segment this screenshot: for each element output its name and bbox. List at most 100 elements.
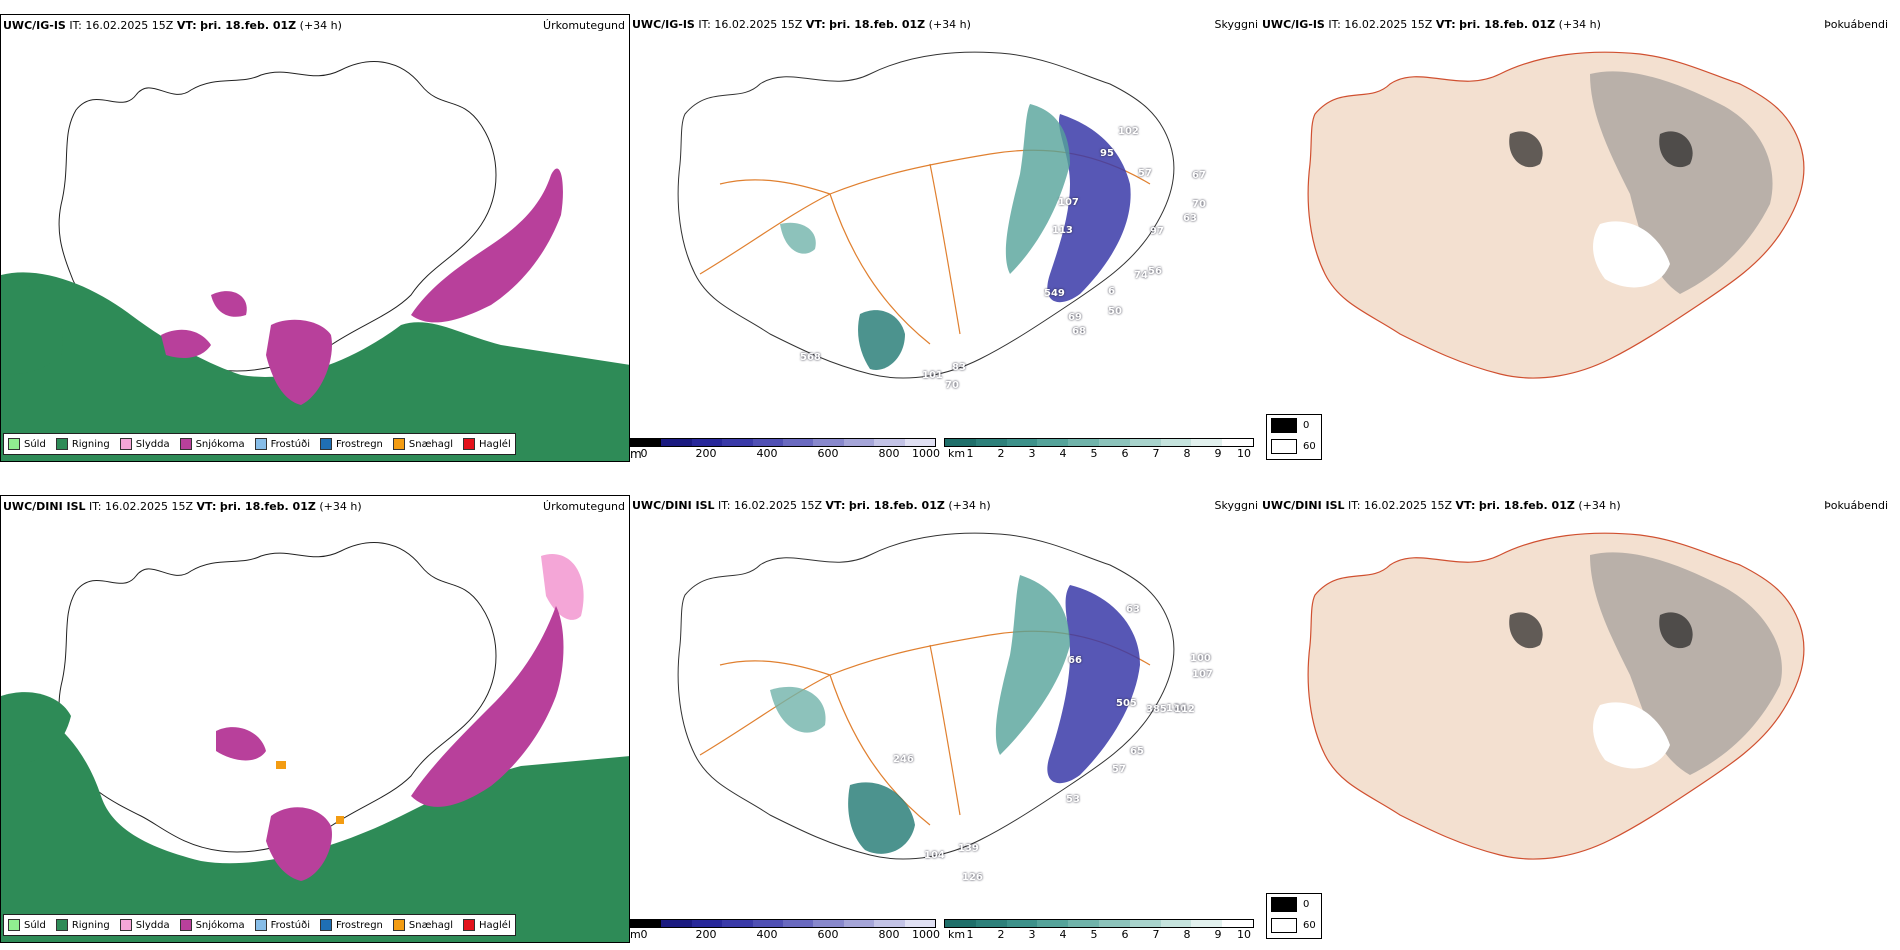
fog-dark-spots <box>1509 131 1693 168</box>
visibility-value-label: 126 <box>962 872 983 883</box>
panel-title: Skyggni <box>1214 18 1258 31</box>
legend-item: Snæhagl <box>392 438 453 450</box>
visibility-value-label: 385 <box>1146 704 1167 715</box>
fog-map-top <box>1307 51 1805 379</box>
visibility-value-label: 56 <box>1148 266 1162 277</box>
visibility-value-label: 65 <box>1130 746 1144 757</box>
visibility-value-label: 53 <box>1066 794 1080 805</box>
visibility-value-label: 50 <box>1108 306 1122 317</box>
visibility-map-top <box>677 51 1175 379</box>
visibility-value-label: 74 <box>1134 270 1148 281</box>
visibility-colorbar: km 1 2 3 4 5 6 7 8 9 10 <box>944 919 1254 942</box>
precip-legend: Súld Rigning Slydda Snjókoma Frostúði Fr… <box>3 914 516 936</box>
visibility-value-label: 70 <box>1192 199 1206 210</box>
iceland-coastline <box>58 542 497 853</box>
snow-area-w <box>216 727 266 761</box>
fog-legend-item: 0 <box>1267 894 1321 915</box>
low-vis-south <box>858 310 905 370</box>
panel-title: Þokuábendi <box>1824 18 1888 31</box>
snow-area-south <box>266 807 332 881</box>
visibility-value-label: 69 <box>1068 312 1082 323</box>
visibility-value-label: 136 <box>1166 703 1187 714</box>
legend-item: Frostregn <box>320 438 383 450</box>
low-vis-west <box>770 686 826 733</box>
cloudbase-colorbar: m 0 200 400 600 800 1000 <box>630 438 940 461</box>
visibility-value-label: 63 <box>1126 604 1140 615</box>
panel-title: Úrkomutegund <box>543 19 625 32</box>
panel-header: UWC/DINI ISL IT: 16.02.2025 15Z VT: þri.… <box>3 500 362 513</box>
cloudbase-colorbar: m 0 200 400 600 800 1000 <box>630 919 940 942</box>
fog-legend-top: 0 60 <box>1266 414 1322 460</box>
visibility-value-label: 104 <box>924 850 945 861</box>
visibility-value-label: 57 <box>1138 168 1152 179</box>
fog-map-bottom <box>1307 532 1805 860</box>
fog-legend-item: 0 <box>1267 415 1321 436</box>
fog-white-glacier <box>1593 221 1670 288</box>
visibility-value-label: 57 <box>1112 764 1126 775</box>
legend-item: Rigning <box>55 919 110 931</box>
visibility-value-label: 6 <box>1108 286 1115 297</box>
visibility-value-label: 83 <box>952 362 966 373</box>
snow-area-south <box>266 319 332 405</box>
legend-item: Súld <box>8 438 46 450</box>
legend-item: Snjókoma <box>179 919 245 931</box>
visibility-value-label: 95 <box>1100 148 1114 159</box>
legend-item: Súld <box>8 919 46 931</box>
fog-gray-east <box>1590 71 1773 294</box>
panel-title: Úrkomutegund <box>543 500 625 513</box>
legend-item: Frostregn <box>320 919 383 931</box>
visibility-value-label: 107 <box>1058 197 1079 208</box>
visibility-value-label: 101 <box>922 370 943 381</box>
low-vis-east-teal <box>1005 104 1070 274</box>
visibility-value-label: 67 <box>1192 170 1206 181</box>
panel-title: Þokuábendi <box>1824 499 1888 512</box>
fog-gray-east <box>1590 552 1782 775</box>
visibility-value-label: 505 <box>1116 698 1137 709</box>
visibility-map-bottom <box>677 532 1175 860</box>
snow-area-c <box>211 291 247 317</box>
low-vis-south <box>848 782 915 854</box>
sleet-area-ne <box>541 554 584 620</box>
rain-area-s <box>1 696 629 942</box>
panel-header: UWC/DINI ISL IT: 16.02.2025 15Z VT: þri.… <box>632 499 991 512</box>
visibility-value-label: 113 <box>1052 225 1073 236</box>
visibility-panel-bottom: UWC/DINI ISL IT: 16.02.2025 15Z VT: þri.… <box>630 495 1260 943</box>
legend-item: Frostúði <box>254 919 310 931</box>
fog-dark-spots <box>1509 612 1693 649</box>
legend-item: Slydda <box>119 438 170 450</box>
hail-spot <box>276 761 344 824</box>
rain-area-w <box>1 275 63 375</box>
visibility-value-label: 68 <box>1072 326 1086 337</box>
panel-header: UWC/IG-IS IT: 16.02.2025 15Z VT: þri. 18… <box>1262 18 1601 31</box>
panel-header: UWC/IG-IS IT: 16.02.2025 15Z VT: þri. 18… <box>632 18 971 31</box>
panel-header: UWC/DINI ISL IT: 16.02.2025 15Z VT: þri.… <box>1262 499 1621 512</box>
visibility-value-label: 246 <box>893 754 914 765</box>
panel-header: UWC/IG-IS IT: 16.02.2025 15Z VT: þri. 18… <box>3 19 342 32</box>
low-vis-west <box>780 222 816 254</box>
fog-index-panel-top: UWC/IG-IS IT: 16.02.2025 15Z VT: þri. 18… <box>1260 14 1890 462</box>
precip-legend: Súld Rigning Slydda Snjókoma Frostúði Fr… <box>3 433 516 455</box>
fog-legend-item: 60 <box>1267 915 1321 936</box>
snow-area-east <box>411 606 564 807</box>
precip-map-top <box>1 61 629 461</box>
precip-map-bottom <box>1 542 629 942</box>
legend-item: Snjókoma <box>179 438 245 450</box>
visibility-colorbar: km 1 2 3 4 5 6 7 8 9 10 <box>944 438 1254 461</box>
fog-legend-item: 60 <box>1267 436 1321 457</box>
legend-item: Haglél <box>463 919 511 931</box>
snow-area-east <box>411 168 563 323</box>
fog-legend-bottom: 0 60 <box>1266 893 1322 939</box>
visibility-value-label: 139 <box>958 843 979 854</box>
visibility-value-label: 70 <box>945 380 959 391</box>
panel-title: Skyggni <box>1214 499 1258 512</box>
legend-item: Snæhagl <box>392 919 453 931</box>
visibility-value-label: 549 <box>1044 288 1065 299</box>
visibility-value-label: 568 <box>800 352 821 363</box>
visibility-panel-top: UWC/IG-IS IT: 16.02.2025 15Z VT: þri. 18… <box>630 14 1260 462</box>
legend-item: Slydda <box>119 919 170 931</box>
fog-white-glacier <box>1593 702 1670 769</box>
low-vis-east-teal <box>995 575 1070 755</box>
legend-item: Rigning <box>55 438 110 450</box>
precip-type-panel-bottom: UWC/DINI ISL IT: 16.02.2025 15Z VT: þri.… <box>0 495 630 943</box>
visibility-value-label: 102 <box>1118 126 1139 137</box>
